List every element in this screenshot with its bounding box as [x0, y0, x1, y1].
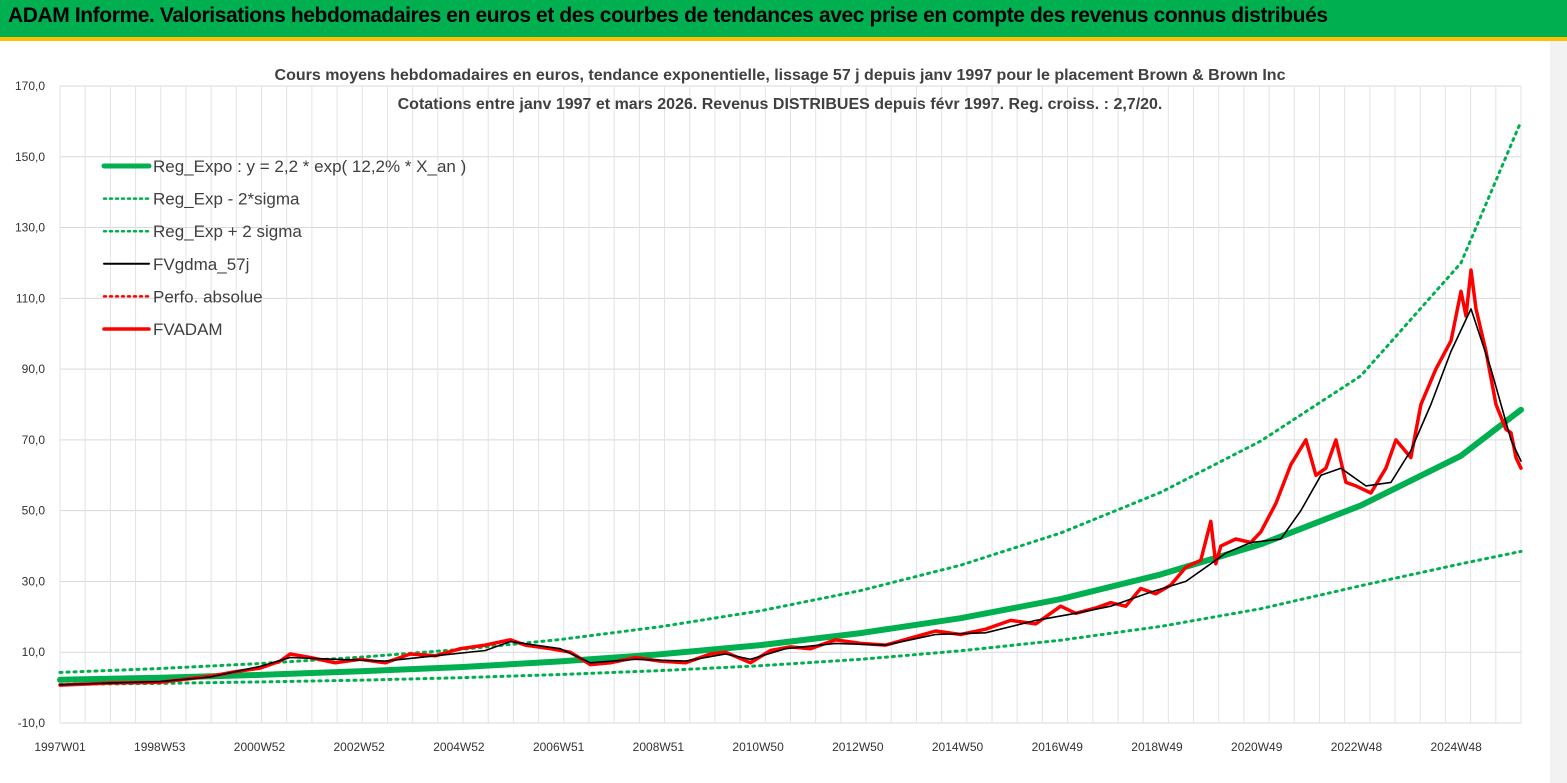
legend-label: Reg_Expo : y = 2,2 * exp( 12,2% * X_an ): [153, 157, 466, 176]
x-tick-label: 2012W50: [832, 740, 884, 754]
y-tick-label: 130,0: [15, 221, 45, 235]
x-tick-label: 2010W50: [732, 740, 784, 754]
x-tick-label: 2022W48: [1331, 740, 1383, 754]
y-tick-label: -10,0: [18, 716, 46, 730]
x-tick-label: 2020W49: [1231, 740, 1283, 754]
y-tick-label: 50,0: [22, 504, 46, 518]
legend: Reg_Expo : y = 2,2 * exp( 12,2% * X_an )…: [101, 157, 466, 339]
x-tick-label: 2004W52: [433, 740, 485, 754]
x-tick-label: 2006W51: [533, 740, 585, 754]
y-tick-label: 90,0: [22, 362, 46, 376]
legend-label: Reg_Exp + 2 sigma: [153, 222, 302, 241]
x-tick-label: 2018W49: [1131, 740, 1183, 754]
legend-label: Reg_Exp - 2*sigma: [153, 190, 300, 209]
legend-label: FVgdma_57j: [153, 255, 249, 274]
report-title: ADAM Informe. Valorisations hebdomadaire…: [8, 4, 1328, 27]
series-line: [58, 549, 1523, 686]
x-tick-label: 1997W01: [34, 740, 86, 754]
series-line: [57, 406, 1524, 683]
y-tick-label: 150,0: [15, 150, 45, 164]
x-tick-label: 2008W51: [633, 740, 685, 754]
x-tick-label: 2024W48: [1430, 740, 1482, 754]
x-tick-label: 1998W53: [134, 740, 186, 754]
header-bar: ADAM Informe. Valorisations hebdomadaire…: [0, 0, 1567, 37]
tick-labels: -10,0 10,0 30,0 50,0 70,0 90,0 110,0 130,0 150,0…: [15, 79, 1482, 754]
x-tick-label: 2016W49: [1032, 740, 1084, 754]
y-tick-label: 70,0: [22, 433, 46, 447]
x-tick-label: 2002W52: [333, 740, 385, 754]
chart-title-line2: Cotations entre janv 1997 et mars 2026. …: [398, 96, 1163, 113]
series-layer: [57, 119, 1524, 687]
y-tick-label: 110,0: [16, 291, 45, 305]
chart-title-line1: Cours moyens hebdomadaires en euros, ten…: [275, 67, 1286, 84]
right-edge: [1550, 41, 1567, 783]
legend-label: FVADAM: [153, 320, 223, 339]
header-underline: [0, 37, 1567, 41]
y-tick-label: 10,0: [22, 645, 46, 659]
series-line: [58, 119, 1523, 674]
y-tick-label: 170,0: [15, 79, 45, 93]
x-tick-label: 2014W50: [932, 740, 984, 754]
x-tick-label: 2000W52: [234, 740, 286, 754]
legend-label: Perfo. absolue: [153, 287, 263, 306]
series-line: [58, 268, 1523, 687]
y-tick-label: 30,0: [22, 574, 46, 588]
series-line: [59, 308, 1522, 686]
chart: -10,0 10,0 30,0 50,0 70,0 90,0 110,0 130,0 150,0…: [0, 41, 1567, 783]
